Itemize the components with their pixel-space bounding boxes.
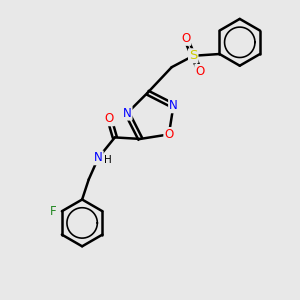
- Text: H: H: [104, 155, 112, 165]
- Text: O: O: [195, 65, 205, 78]
- Text: F: F: [50, 205, 57, 218]
- Text: O: O: [181, 32, 190, 45]
- Text: O: O: [164, 128, 173, 141]
- Text: S: S: [189, 49, 197, 62]
- Text: N: N: [94, 151, 103, 164]
- Text: N: N: [169, 99, 178, 112]
- Text: O: O: [105, 112, 114, 125]
- Text: N: N: [123, 107, 132, 120]
